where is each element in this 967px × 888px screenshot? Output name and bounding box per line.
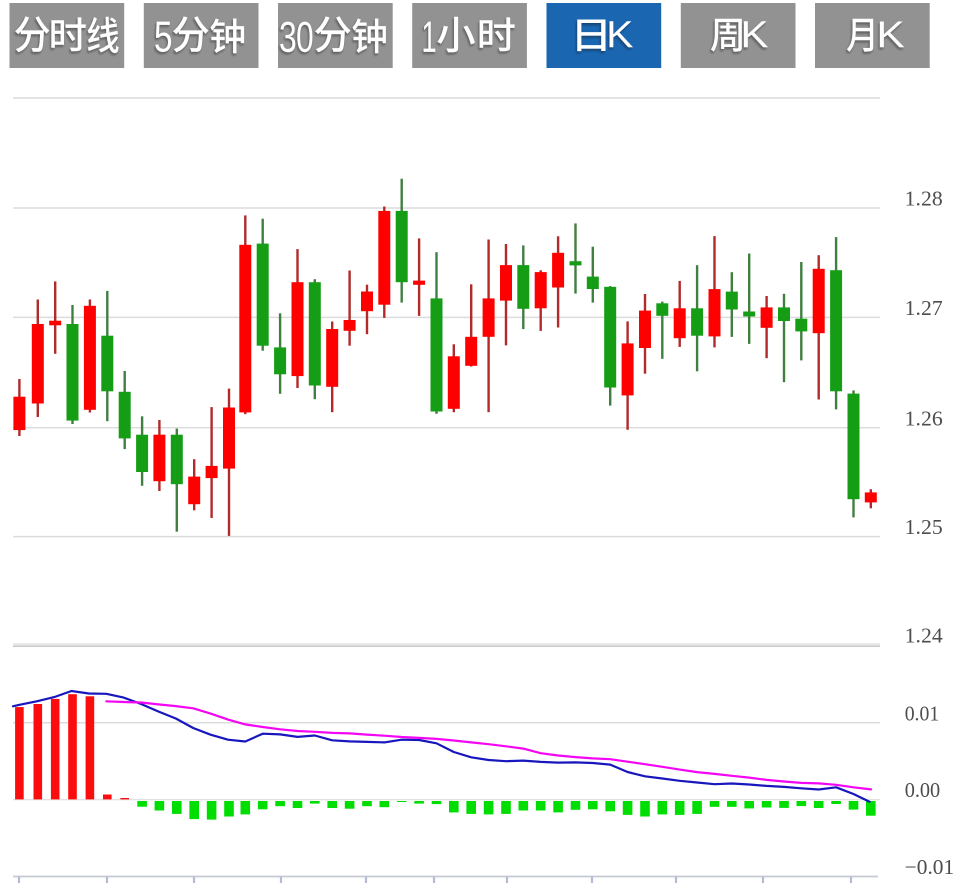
svg-text:0.00: 0.00 (905, 778, 941, 802)
svg-text:1.24: 1.24 (905, 624, 944, 648)
svg-text:1.28: 1.28 (905, 187, 943, 211)
svg-text:1.26: 1.26 (905, 406, 943, 430)
svg-text:1.27: 1.27 (905, 296, 943, 320)
svg-text:0.01: 0.01 (905, 701, 940, 725)
svg-text:−0.01: −0.01 (905, 855, 955, 879)
svg-text:1.25: 1.25 (905, 515, 943, 539)
